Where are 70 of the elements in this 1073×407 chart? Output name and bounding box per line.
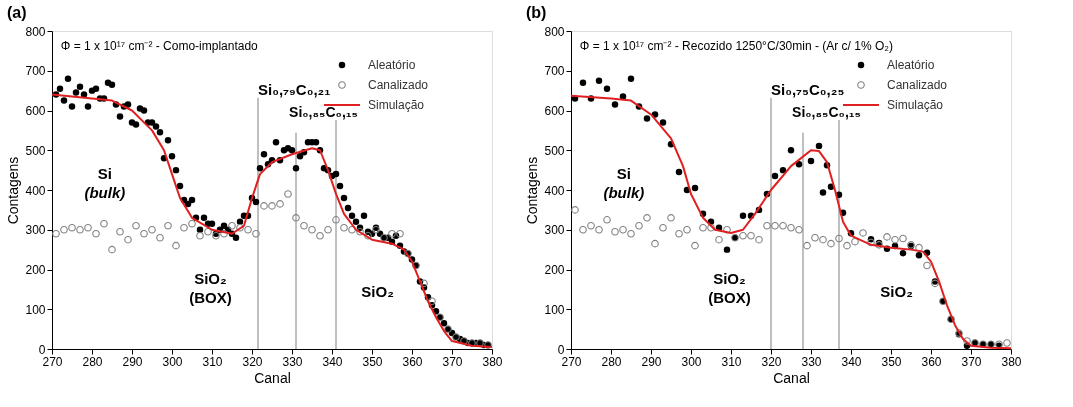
y-tick-label: 0 [38, 342, 46, 357]
annotation: SiO₂ [194, 270, 227, 288]
y-axis-title: Contagens [524, 156, 541, 225]
annotation: SiO₂ [713, 270, 746, 288]
chart-title: (a) [6, 4, 27, 21]
x-tick-label: 280 [82, 354, 103, 369]
x-axis-title: Canal [773, 369, 810, 386]
x-tick-label: 300 [162, 354, 183, 369]
annotation: SiO₂ [880, 282, 913, 300]
y-tick-label: 800 [544, 24, 565, 39]
y-tick-label: 500 [25, 143, 46, 158]
x-tick-label: 270 [42, 354, 63, 369]
legend-label: Simulação [887, 98, 944, 112]
y-tick-label: 700 [25, 64, 46, 79]
y-tick-label: 0 [557, 342, 565, 357]
annotation: Φ = 1 x 10¹⁷ cm⁻² - Como-implantado [60, 38, 259, 53]
annotation: Φ = 1 x 10¹⁷ cm⁻² - Recozido 1250°C/30min - (Ar c/ 1% O₂) [579, 38, 893, 53]
y-tick-label: 300 [544, 223, 565, 238]
legend-label: Canalizado [887, 78, 948, 92]
y-tick-label: 400 [544, 183, 565, 198]
x-tick-label: 290 [122, 354, 143, 369]
y-tick-label: 300 [25, 223, 46, 238]
x-tick-label: 310 [202, 354, 223, 369]
x-tick-label: 360 [921, 354, 942, 369]
x-tick-label: 280 [601, 354, 622, 369]
x-tick-label: 340 [841, 354, 862, 369]
x-tick-label: 320 [242, 354, 263, 369]
legend-label: Canalizado [368, 78, 429, 92]
x-tick-label: 350 [362, 354, 383, 369]
x-tick-label: 380 [482, 354, 503, 369]
annotation: SiO₂ [361, 282, 394, 300]
ref-line-label: Si₀,₈₅C₀,₁₅ [289, 104, 358, 121]
x-tick-label: 370 [442, 354, 463, 369]
x-axis-title: Canal [254, 369, 291, 386]
x-tick-label: 380 [1001, 354, 1022, 369]
y-tick-label: 100 [25, 302, 46, 317]
ref-line-label: Si₀,₈₅C₀,₁₅ [792, 104, 861, 121]
y-tick-label: 800 [25, 24, 46, 39]
ref-line-label: Si₀,₇₉C₀,₂₁ [258, 80, 331, 98]
y-tick-label: 200 [544, 263, 565, 277]
y-tick-label: 600 [25, 104, 46, 118]
x-tick-label: 370 [961, 354, 982, 369]
x-tick-label: 360 [402, 354, 423, 369]
chart-title: (b) [525, 4, 547, 21]
y-tick-label: 200 [25, 263, 46, 277]
y-tick-label: 500 [544, 143, 565, 158]
y-tick-label: 400 [25, 183, 46, 198]
legend-label: Aleatório [887, 58, 935, 72]
annotation: Si [616, 165, 631, 183]
annotation: (bulk) [603, 184, 645, 202]
x-tick-label: 270 [561, 354, 582, 369]
x-tick-label: 330 [801, 354, 822, 369]
x-tick-label: 350 [881, 354, 902, 369]
y-axis-title: Contagens [5, 156, 22, 225]
annotation: Si [97, 165, 112, 183]
x-tick-label: 330 [282, 354, 303, 369]
annotation: (BOX) [189, 289, 232, 307]
legend-label: Simulação [368, 98, 425, 112]
annotation: (BOX) [708, 289, 751, 307]
x-tick-label: 300 [681, 354, 702, 369]
x-tick-label: 340 [322, 354, 343, 369]
annotation: (bulk) [84, 184, 126, 202]
x-tick-label: 310 [721, 354, 742, 369]
legend-label: Aleatório [368, 58, 416, 72]
x-tick-label: 320 [761, 354, 782, 369]
y-tick-label: 600 [544, 104, 565, 118]
x-tick-label: 290 [641, 354, 662, 369]
y-tick-label: 700 [544, 64, 565, 79]
ref-line-label: Si₀,₇₅C₀,₂₅ [771, 80, 845, 98]
y-tick-label: 100 [544, 302, 565, 317]
